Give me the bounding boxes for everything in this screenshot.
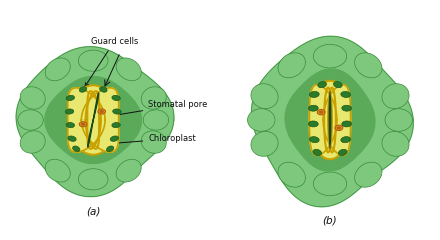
Ellipse shape [116,58,141,81]
Polygon shape [88,93,99,147]
Ellipse shape [313,149,322,156]
Ellipse shape [116,159,141,182]
Ellipse shape [308,105,318,111]
Text: (a): (a) [86,206,100,216]
Ellipse shape [66,123,74,128]
Ellipse shape [99,110,104,113]
Ellipse shape [68,136,76,141]
Ellipse shape [45,159,70,182]
Text: Chloroplast: Chloroplast [112,134,196,145]
Text: (b): (b) [323,215,337,225]
Text: Stomatal pore: Stomatal pore [100,100,208,119]
Ellipse shape [78,50,108,71]
Ellipse shape [78,169,108,190]
Ellipse shape [337,126,341,129]
Ellipse shape [382,131,409,156]
Ellipse shape [18,110,43,130]
Ellipse shape [329,90,331,150]
Ellipse shape [141,87,166,109]
Ellipse shape [385,109,412,131]
Ellipse shape [69,85,118,155]
Ellipse shape [382,84,409,109]
Polygon shape [45,77,142,163]
Ellipse shape [342,121,352,127]
Ellipse shape [79,122,87,127]
Ellipse shape [335,125,343,131]
Ellipse shape [341,137,351,143]
Ellipse shape [73,146,80,152]
Ellipse shape [317,109,325,115]
Ellipse shape [45,58,70,81]
Ellipse shape [355,162,382,187]
Text: Guard cells: Guard cells [85,37,138,86]
Ellipse shape [65,109,74,114]
Ellipse shape [98,109,106,114]
Ellipse shape [342,105,352,111]
Ellipse shape [113,109,121,114]
Ellipse shape [141,131,166,153]
Ellipse shape [319,111,323,114]
Ellipse shape [308,121,318,127]
Ellipse shape [313,172,347,196]
Ellipse shape [66,95,74,101]
Ellipse shape [355,53,382,78]
Ellipse shape [309,81,351,159]
Ellipse shape [338,149,347,156]
Ellipse shape [106,146,114,152]
Ellipse shape [318,82,326,88]
Ellipse shape [334,82,342,88]
Ellipse shape [20,87,45,109]
Ellipse shape [81,123,85,126]
Ellipse shape [112,95,120,101]
Ellipse shape [313,44,347,68]
Ellipse shape [79,87,87,92]
Ellipse shape [251,131,278,156]
Ellipse shape [341,91,351,97]
Ellipse shape [100,87,107,92]
Polygon shape [323,85,351,155]
Ellipse shape [278,53,305,78]
Ellipse shape [309,91,319,97]
Ellipse shape [110,136,118,141]
Ellipse shape [309,137,319,143]
Polygon shape [285,69,375,171]
Ellipse shape [251,84,278,109]
Ellipse shape [20,131,45,153]
Ellipse shape [143,110,169,130]
Polygon shape [309,85,337,155]
Ellipse shape [248,109,275,131]
Ellipse shape [112,123,120,128]
Polygon shape [16,47,174,197]
Polygon shape [68,88,105,152]
Ellipse shape [278,162,305,187]
Polygon shape [81,88,119,152]
Polygon shape [252,36,413,207]
